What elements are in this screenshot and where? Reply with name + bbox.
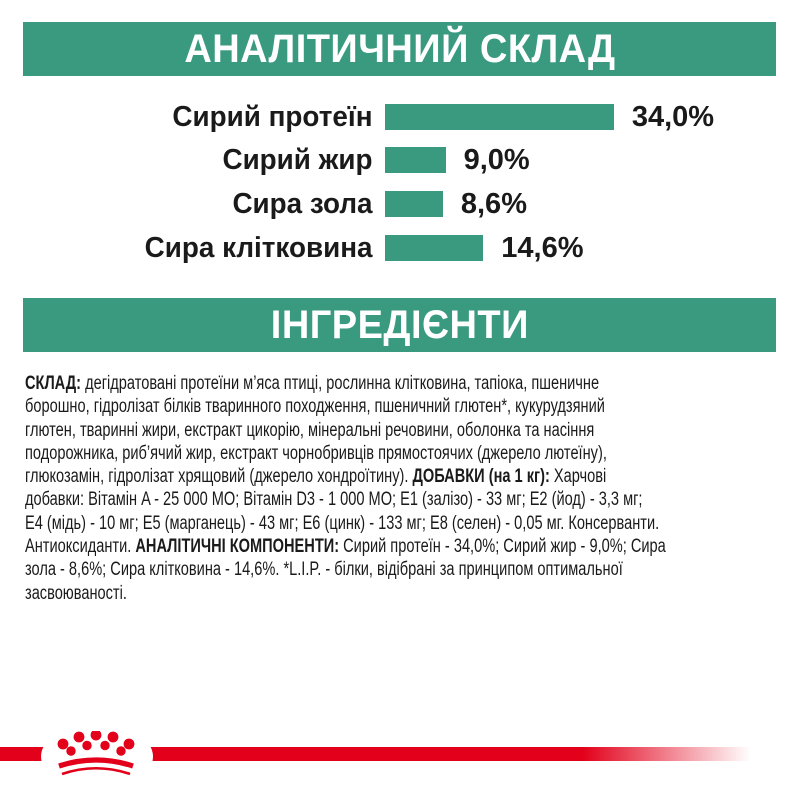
ingredients-banner: ІНГРЕДІЄНТИ bbox=[23, 298, 776, 352]
chart-bar bbox=[385, 104, 614, 130]
chart-category-label: Сирий жир bbox=[222, 143, 373, 176]
footer-red-line bbox=[0, 747, 766, 761]
text-line: E4 (мідь) - 10 мг; E5 (марганець) - 43 м… bbox=[25, 512, 660, 534]
text-line: глютен, тваринні жири, екстракт цикорію,… bbox=[25, 419, 595, 441]
chart-category-label: Сирий протеїн bbox=[172, 100, 373, 133]
text-line: подорожника, риб’ячий жир, екстракт чорн… bbox=[25, 442, 607, 464]
chart-value-label: 34,0% bbox=[631, 100, 715, 133]
text-line: Антиоксиданти. АНАЛІТИЧНІ КОМПОНЕНТИ: Си… bbox=[25, 536, 666, 558]
chart-category-label: Сира клітковина bbox=[144, 231, 373, 264]
text-line: засвоюваності. bbox=[25, 582, 127, 604]
royal-canin-crown-icon bbox=[57, 731, 135, 776]
text-line: глюкозамін, гідролізат хрящовий (джерело… bbox=[25, 466, 607, 488]
chart-value-label: 9,0% bbox=[463, 143, 530, 176]
text-line: СКЛАД: дегідратовані протеїни м’яса птиц… bbox=[25, 373, 600, 394]
chart-value-label: 8,6% bbox=[460, 187, 527, 220]
analytical-composition-banner: АНАЛІТИЧНИЙ СКЛАД bbox=[23, 22, 776, 76]
chart-bar bbox=[385, 147, 446, 173]
chart-row: Сира клітковина 14,6% bbox=[0, 232, 584, 264]
chart-row: Сирий жир 9,0% bbox=[0, 144, 529, 176]
text-line: добавки: Вітамін A - 25 000 МО; Вітамін … bbox=[25, 489, 643, 511]
analytical-chart: Сирий протеїн 34,0% Сирий жир 9,0% Сира зола… bbox=[0, 0, 800, 300]
text-line: зола - 8,6%; Сира клітковина - 14,6%. *L… bbox=[25, 559, 623, 581]
chart-value-label: 14,6% bbox=[501, 231, 584, 264]
ingredients-title: ІНГРЕДІЄНТИ bbox=[270, 302, 529, 347]
ingredients-text: СКЛАД: дегідратовані протеїни м’яса птиц… bbox=[25, 372, 776, 605]
chart-bar bbox=[385, 235, 484, 261]
text-line: борошно, гідролізат білків тваринного по… bbox=[25, 396, 605, 418]
chart-bar bbox=[385, 191, 443, 217]
chart-row: Сирий протеїн 34,0% bbox=[0, 101, 714, 133]
chart-category-label: Сира зола bbox=[232, 187, 373, 220]
analytical-composition-title: АНАЛІТИЧНИЙ СКЛАД bbox=[183, 26, 616, 71]
chart-row: Сира зола 8,6% bbox=[0, 188, 527, 220]
